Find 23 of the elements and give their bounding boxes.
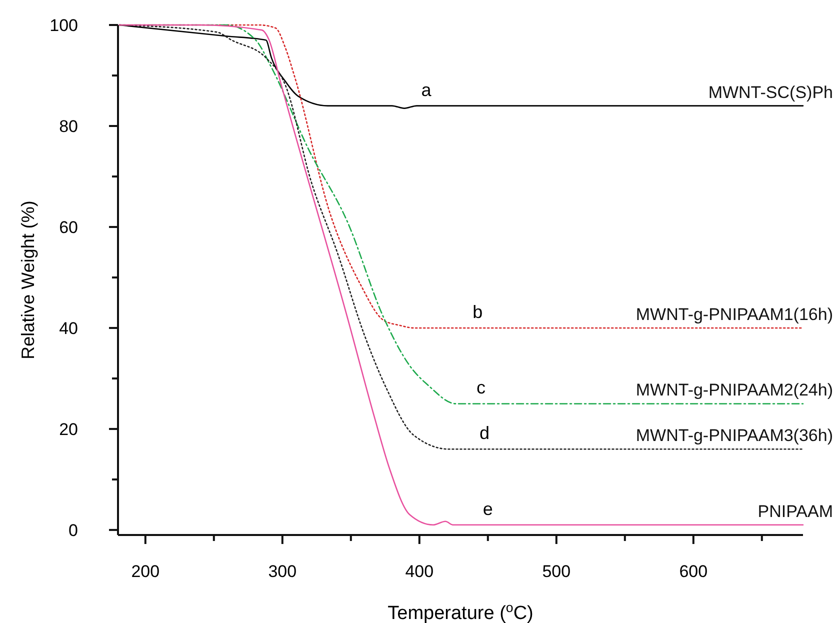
series-label: MWNT-g-PNIPAAM3(36h) [636,426,833,446]
x-tick-label: 300 [268,562,297,581]
annotation: a [421,80,432,100]
series-label: MWNT-g-PNIPAAM2(24h) [636,380,833,400]
annotation: d [479,423,490,444]
x-tick-label: 500 [542,562,571,581]
y-tick-label: 40 [59,318,78,338]
y-tick-label: 60 [59,218,78,237]
series-label: PNIPAAM [758,502,833,521]
x-tick-label: 200 [131,562,160,581]
x-tick-label: 400 [405,562,434,581]
annotation: e [482,498,493,519]
x-axis-title: Temperature ($^{o}$C) [388,600,534,623]
y-tick-label: 0 [68,520,78,540]
series-label: MWNT-g-PNIPAAM1(16h) [636,304,833,324]
x-tick-label: 600 [679,562,708,581]
y-tick-label: 20 [59,420,78,439]
y-axis-title: Relative Weight (%) [18,200,38,360]
y-tick-label: 100 [50,16,78,35]
annotation: b [472,302,483,322]
y-tick-label: 80 [59,116,78,136]
series-label: MWNT-SC(S)Ph [708,82,833,102]
annotation: c [476,378,486,398]
